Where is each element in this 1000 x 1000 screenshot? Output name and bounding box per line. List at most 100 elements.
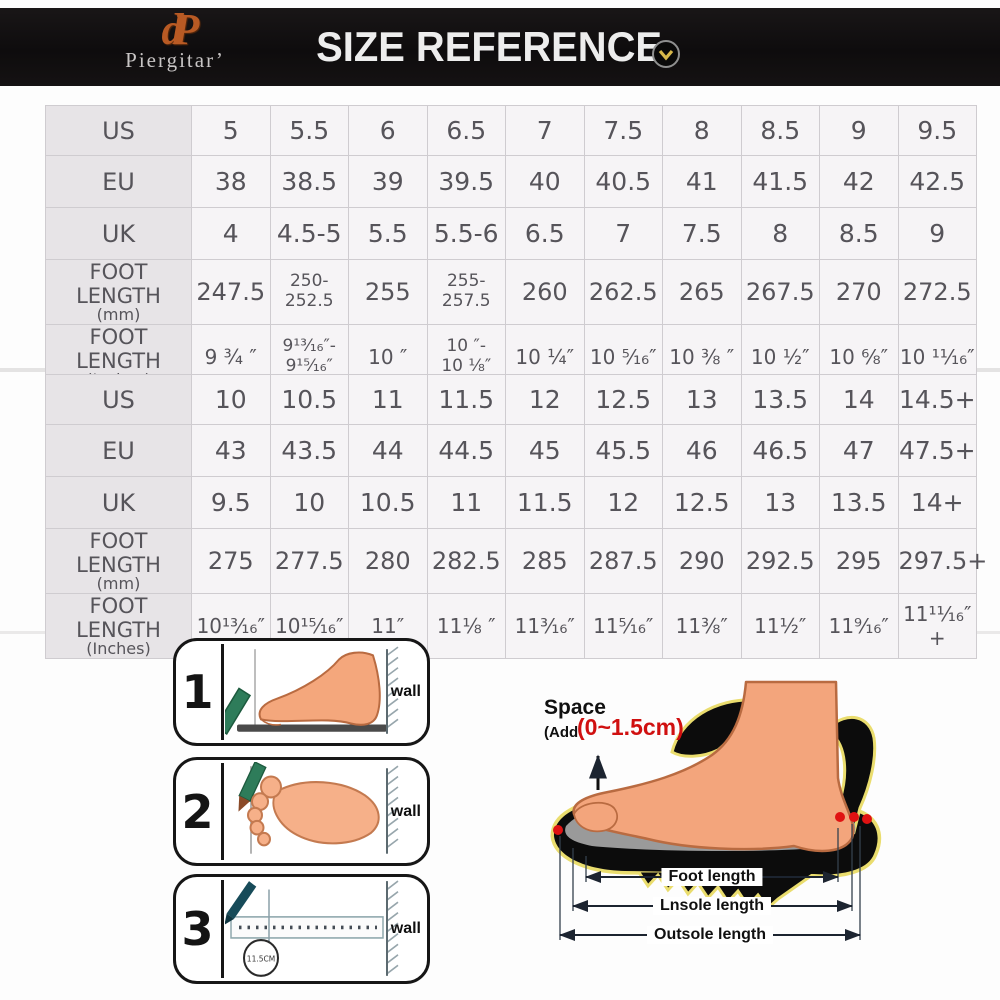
size-cell: 12.5 xyxy=(583,374,663,425)
size-cell: 13 xyxy=(740,476,820,529)
row-label: EU xyxy=(45,155,192,208)
outsole-length-dimension-label: Outsole length xyxy=(647,926,773,944)
size-cell: 40 xyxy=(505,155,585,208)
size-cell: 8.5 xyxy=(740,105,820,156)
table-row: US 10 10.5 11 11.5 12 12.5 13 13.5 14 14.5+ xyxy=(45,374,977,425)
size-cell: 5.5 xyxy=(269,105,349,156)
row-label: US xyxy=(45,105,192,156)
size-cell: 11½″ xyxy=(740,593,820,659)
foot-shoe-illustration xyxy=(550,680,881,941)
size-cell: 5.5-6 xyxy=(426,207,506,260)
row-label: FOOT LENGTH (mm) xyxy=(45,259,192,325)
size-cell: 250- 252.5 xyxy=(269,259,349,325)
size-cell: 11⁵⁄₁₆″ xyxy=(583,593,663,659)
size-cell: 292.5 xyxy=(740,528,820,594)
size-cell: 39 xyxy=(348,155,428,208)
size-cell: 6.5 xyxy=(505,207,585,260)
brand-logo: dP Piergitar’ xyxy=(95,5,255,73)
row-label: UK xyxy=(45,207,192,260)
table-row: EU 38 38.5 39 39.5 40 40.5 41 41.5 42 42.5 xyxy=(45,155,977,208)
divider xyxy=(221,763,224,860)
row-label: FOOT LENGTH (mm) xyxy=(45,528,192,594)
size-cell: 43 xyxy=(191,424,271,477)
size-cell: 9 xyxy=(897,207,977,260)
size-cell: 275 xyxy=(191,528,271,594)
table-row: FOOT LENGTH (mm) 247.5 250- 252.5 255 255- 25… xyxy=(45,259,977,325)
size-cell: 44 xyxy=(348,424,428,477)
size-cell: 9 xyxy=(819,105,899,156)
size-cell: 262.5 xyxy=(583,259,663,325)
size-cell: 267.5 xyxy=(740,259,820,325)
size-cell: 7.5 xyxy=(583,105,663,156)
size-cell: 7 xyxy=(583,207,663,260)
size-cell: 287.5 xyxy=(583,528,663,594)
size-cell: 45 xyxy=(505,424,585,477)
step-number: 2 xyxy=(181,784,214,839)
size-cell: 7.5 xyxy=(662,207,742,260)
size-cell: 11⅜″ xyxy=(662,593,742,659)
size-table-large: US 10 10.5 11 11.5 12 12.5 13 13.5 14 14.5+ EU 43 43.… xyxy=(45,374,987,659)
size-cell: 11.5 xyxy=(426,374,506,425)
size-cell: 14+ xyxy=(897,476,977,529)
size-cell: 295 xyxy=(819,528,899,594)
size-cell: 39.5 xyxy=(426,155,506,208)
size-cell: 11⅛ ″ xyxy=(426,593,506,659)
measure-step-2: 2 wall xyxy=(173,757,430,866)
size-cell: 11 xyxy=(426,476,506,529)
size-cell: 11⁹⁄₁₆″ xyxy=(819,593,899,659)
table-row: UK 9.5 10 10.5 11 11.5 12 12.5 13 13.5 14+ xyxy=(45,476,977,529)
header-bar: dP Piergitar’ SIZE REFERENCE xyxy=(0,8,1000,86)
size-cell: 38 xyxy=(191,155,271,208)
size-cell: 297.5+ xyxy=(897,528,987,594)
size-cell: 11.5 xyxy=(505,476,585,529)
size-cell: 10 xyxy=(269,476,349,529)
size-cell: 265 xyxy=(662,259,742,325)
size-cell: 12 xyxy=(505,374,585,425)
brand-name: Piergitar’ xyxy=(125,48,225,72)
size-cell: 11³⁄₁₆″ xyxy=(505,593,585,659)
size-cell: 43.5 xyxy=(269,424,349,477)
row-label: EU xyxy=(45,424,192,477)
size-cell: 42.5 xyxy=(897,155,977,208)
size-cell: 40.5 xyxy=(583,155,663,208)
add-label: (Add xyxy=(544,724,579,741)
size-cell: 6 xyxy=(348,105,428,156)
chevron-down-icon[interactable] xyxy=(650,38,682,70)
row-label: US xyxy=(45,374,192,425)
size-cell: 280 xyxy=(348,528,428,594)
size-cell: 38.5 xyxy=(269,155,349,208)
row-label: UK xyxy=(45,476,192,529)
divider xyxy=(221,644,224,740)
size-cell: 4.5-5 xyxy=(269,207,349,260)
size-cell: 47 xyxy=(819,424,899,477)
space-label: Space xyxy=(544,696,606,719)
wall-label: wall xyxy=(390,920,421,937)
size-table-small: US 5 5.5 6 6.5 7 7.5 8 8.5 9 9.5 EU 38 38.5 39 39.5 40 40… xyxy=(45,105,977,390)
wall-label: wall xyxy=(390,802,421,820)
brand-monogram-icon: dP xyxy=(161,5,200,54)
row-label: FOOT LENGTH(Inches) xyxy=(45,324,192,390)
size-cell: 12.5 xyxy=(662,476,742,529)
size-cell: 255- 257.5 xyxy=(426,259,506,325)
size-cell: 5 xyxy=(191,105,271,156)
step-2-illustration-mark-toe xyxy=(238,762,399,854)
size-cell: 282.5 xyxy=(426,528,506,594)
size-cell: 5.5 xyxy=(348,207,428,260)
size-cell: 14 xyxy=(819,374,899,425)
table-row: US 5 5.5 6 6.5 7 7.5 8 8.5 9 9.5 xyxy=(45,105,977,156)
size-cell: 7 xyxy=(505,105,585,156)
row-label: FOOT LENGTH(Inches) xyxy=(45,593,192,659)
step-number: 1 xyxy=(181,665,214,719)
size-cell: 247.5 xyxy=(191,259,271,325)
size-cell: 42 xyxy=(819,155,899,208)
size-cell: 285 xyxy=(505,528,585,594)
size-cell: 11¹¹⁄₁₆″+ xyxy=(897,593,977,659)
size-cell: 6.5 xyxy=(426,105,506,156)
size-cell: 10.5 xyxy=(269,374,349,425)
size-cell: 10.5 xyxy=(348,476,428,529)
divider xyxy=(221,880,224,978)
table-row: FOOT LENGTH (mm) 275 277.5 280 282.5 285 287.5 2… xyxy=(45,528,987,594)
size-cell: 13 xyxy=(662,374,742,425)
step-3-illustration-measure-ruler: 11.5CM xyxy=(225,880,399,977)
